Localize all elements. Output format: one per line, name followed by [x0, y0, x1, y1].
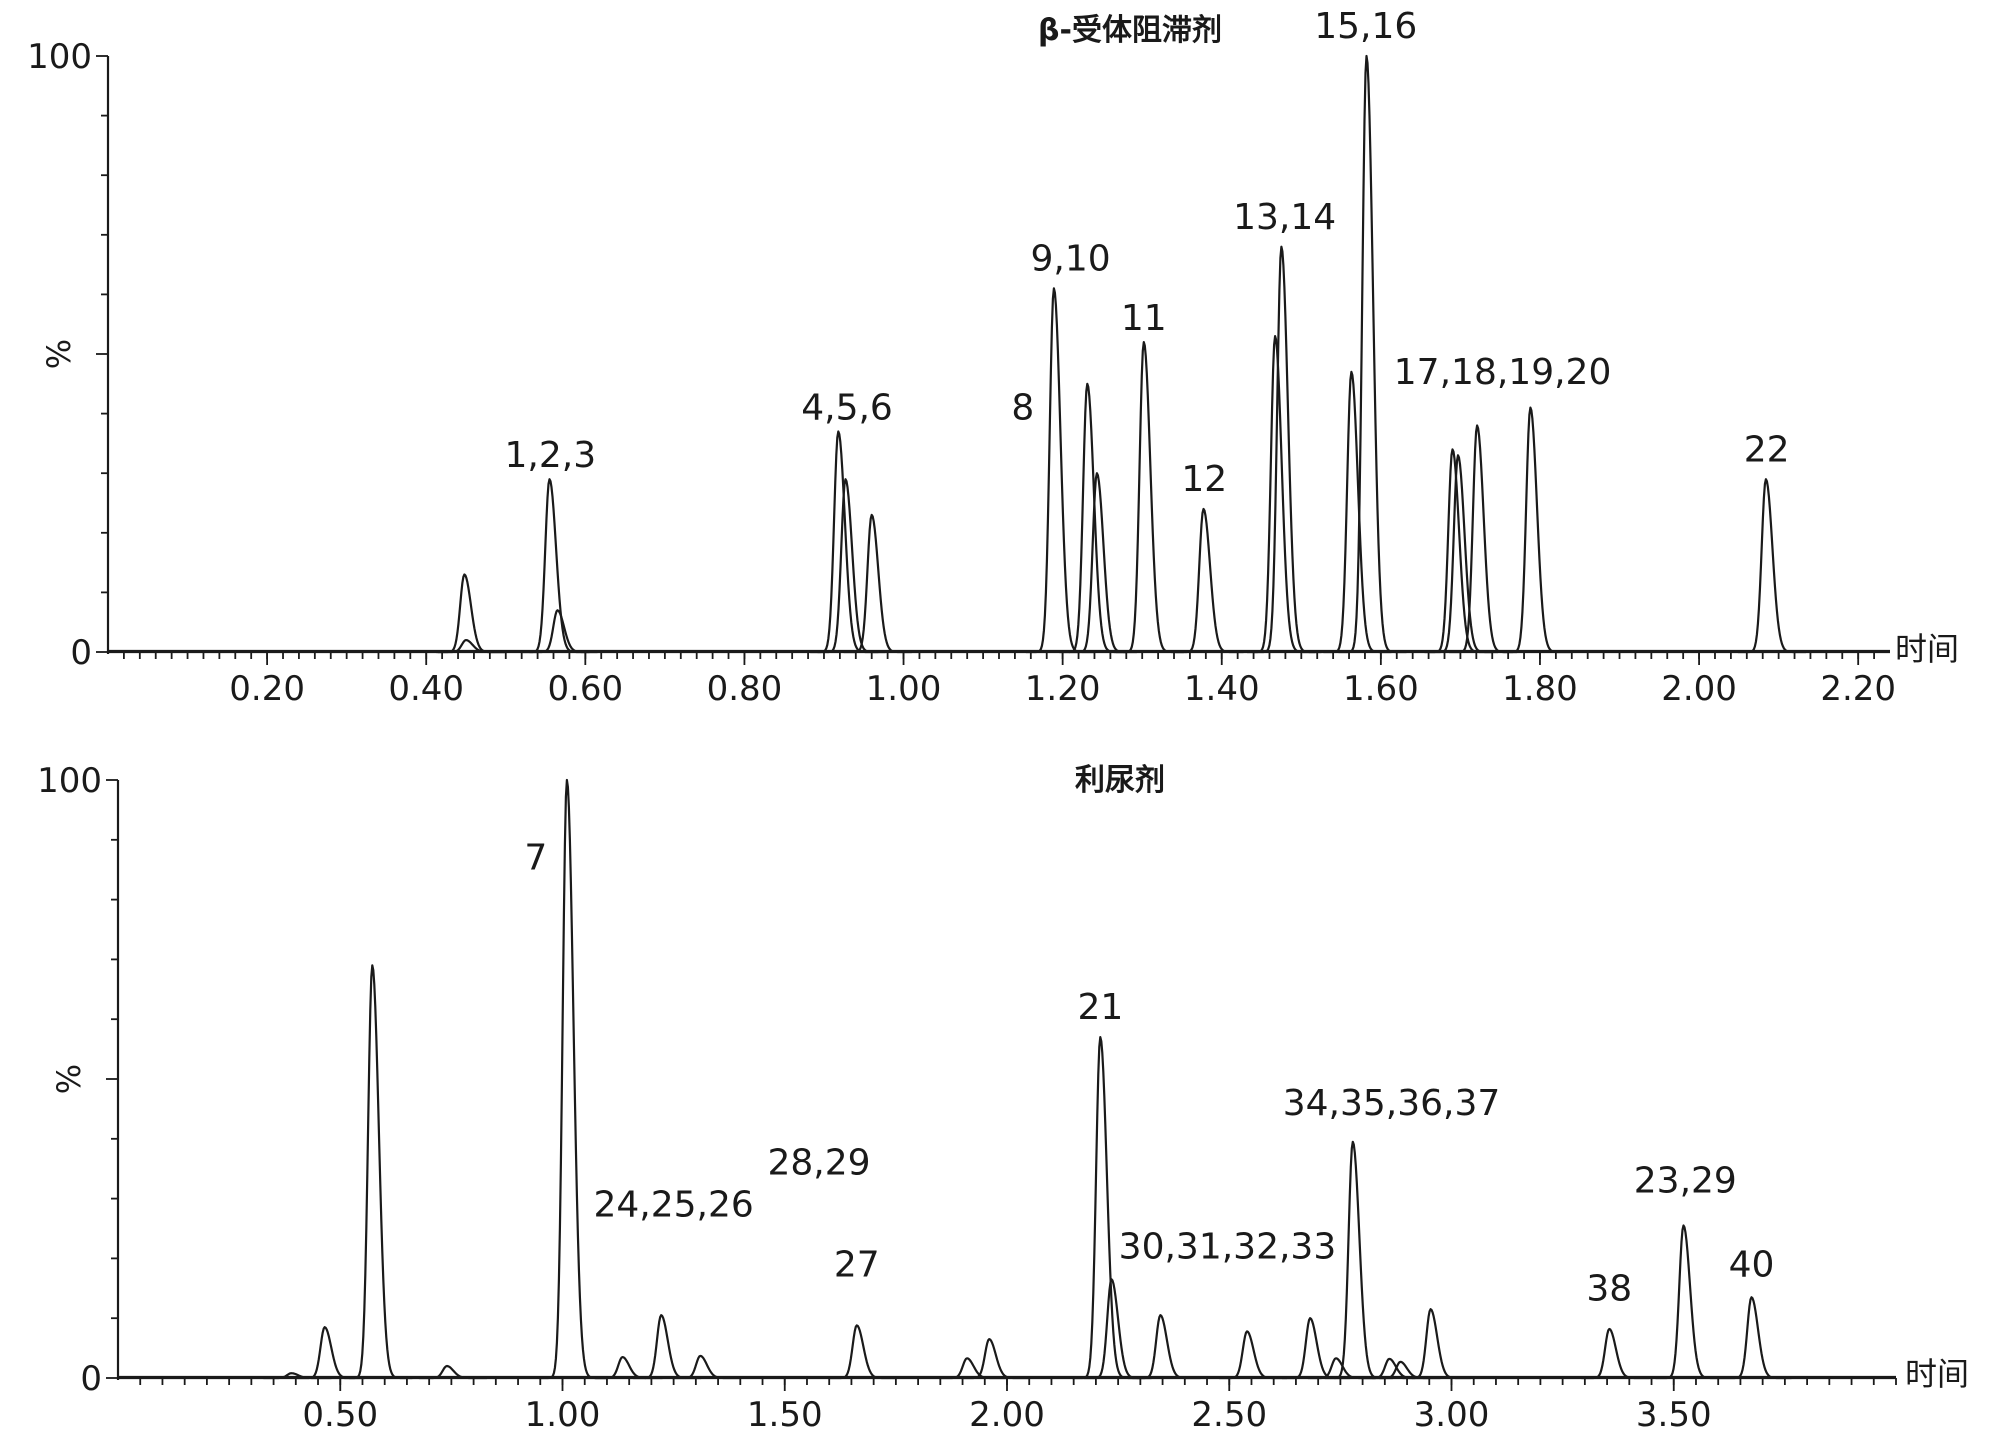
- chromatogram-peak: [1247, 335, 1316, 654]
- x-tick-label: 2.00: [1661, 669, 1737, 709]
- chromatogram-peak: [538, 778, 607, 1380]
- chromatogram-peak: [1115, 341, 1184, 654]
- peak-annotation: 7: [524, 838, 547, 879]
- x-tick-label: 1.40: [1184, 669, 1260, 709]
- chromatogram-peak: [1429, 454, 1499, 654]
- chromatogram-peak: [521, 478, 590, 654]
- peak-annotation: 12: [1181, 459, 1227, 500]
- peak-annotation: 4,5,6: [801, 388, 893, 429]
- peak-annotation: 11: [1121, 298, 1167, 339]
- x-tick-label: 2.50: [1191, 1395, 1267, 1433]
- chromatogram-peak: [1402, 1308, 1471, 1380]
- x-tick-label: 3.00: [1414, 1395, 1490, 1433]
- x-tick-label: 1.80: [1502, 669, 1578, 709]
- y-tick-label: 0: [70, 633, 92, 673]
- chromatogram-peak: [633, 1314, 702, 1380]
- chromatogram-peak: [1502, 406, 1571, 654]
- peak-annotation: 1,2,3: [505, 435, 597, 476]
- chart-panel-1: 0 100% 0.20 0.40 0.60 0.80 1.00 1.20 1.40 1.60 1.8…: [27, 6, 1959, 709]
- chromatogram-peak: [1581, 1327, 1650, 1380]
- peak-annotation: 40: [1729, 1244, 1775, 1285]
- peak-annotation: 17,18,19,20: [1394, 352, 1612, 393]
- peak-annotation: 27: [834, 1244, 880, 1285]
- peak-annotation: 30,31,32,33: [1119, 1226, 1337, 1267]
- peak-annotation: 28,29: [767, 1143, 870, 1184]
- chromatogram-peak: [1175, 507, 1244, 654]
- y-axis-title: %: [50, 1064, 88, 1094]
- chart-title: β-受体阻滞剂: [1038, 13, 1222, 48]
- x-axis-title: 时间: [1905, 1355, 1969, 1393]
- y-axis-title: %: [40, 339, 78, 369]
- y-tick-label: 100: [27, 37, 92, 77]
- peak-annotation: 21: [1077, 987, 1123, 1028]
- y-tick-label: 0: [80, 1359, 102, 1399]
- x-tick-label: 2.20: [1820, 669, 1896, 709]
- x-tick-label: 2.00: [969, 1395, 1045, 1433]
- x-tick-label: 0.80: [707, 669, 783, 709]
- chromatogram-peak: [1655, 1224, 1724, 1380]
- chromatogram-peak: [436, 573, 505, 654]
- chromatogram-peak: [961, 1338, 1030, 1380]
- x-tick-label: 0.20: [229, 669, 305, 709]
- peak-annotation: 9,10: [1031, 239, 1111, 280]
- peak-annotation: 8: [1011, 388, 1034, 429]
- chromatogram-peak: [1723, 1296, 1792, 1380]
- chromatogram-peak: [1218, 1330, 1288, 1380]
- chart-panel-2: 0 100% 0.50 1.00 1.50 2.00 2.50 3.00 3.50 时间 利尿剂 7 2…: [37, 761, 1969, 1435]
- peak-annotation: 23,29: [1634, 1161, 1737, 1202]
- x-tick-label: 0.60: [547, 669, 623, 709]
- y-tick-label: 100: [37, 761, 102, 801]
- x-tick-label: 1.20: [1025, 669, 1101, 709]
- x-tick-label: 3.50: [1636, 1395, 1712, 1433]
- x-tick-label: 1.60: [1343, 669, 1419, 709]
- x-tick-label: 0.40: [388, 669, 464, 709]
- chromatogram-peak: [1132, 1314, 1201, 1380]
- x-tick-label: 1.50: [747, 1395, 823, 1433]
- peak-annotation: 24,25,26: [593, 1185, 753, 1226]
- chromatogram-peak: [1737, 478, 1806, 654]
- peak-annotation: 13,14: [1233, 197, 1336, 238]
- chromatogram-peak: [344, 964, 413, 1380]
- chromatogram-peak: [828, 1324, 897, 1380]
- chart-title: 利尿剂: [1075, 763, 1165, 798]
- peak-annotation: 38: [1586, 1268, 1632, 1309]
- peak-annotation: 34,35,36,37: [1283, 1083, 1501, 1124]
- chromatogram-peak: [296, 1326, 365, 1380]
- chromatogram-peak: [1282, 1317, 1351, 1380]
- x-tick-label: 1.00: [525, 1395, 601, 1433]
- x-tick-label: 1.00: [866, 669, 942, 709]
- peak-annotation: 22: [1744, 429, 1790, 470]
- x-tick-label: 0.50: [302, 1395, 378, 1433]
- x-axis-title: 时间: [1895, 630, 1959, 668]
- peak-annotation: 15,16: [1314, 6, 1417, 47]
- chromatogram-peak: [672, 1354, 741, 1380]
